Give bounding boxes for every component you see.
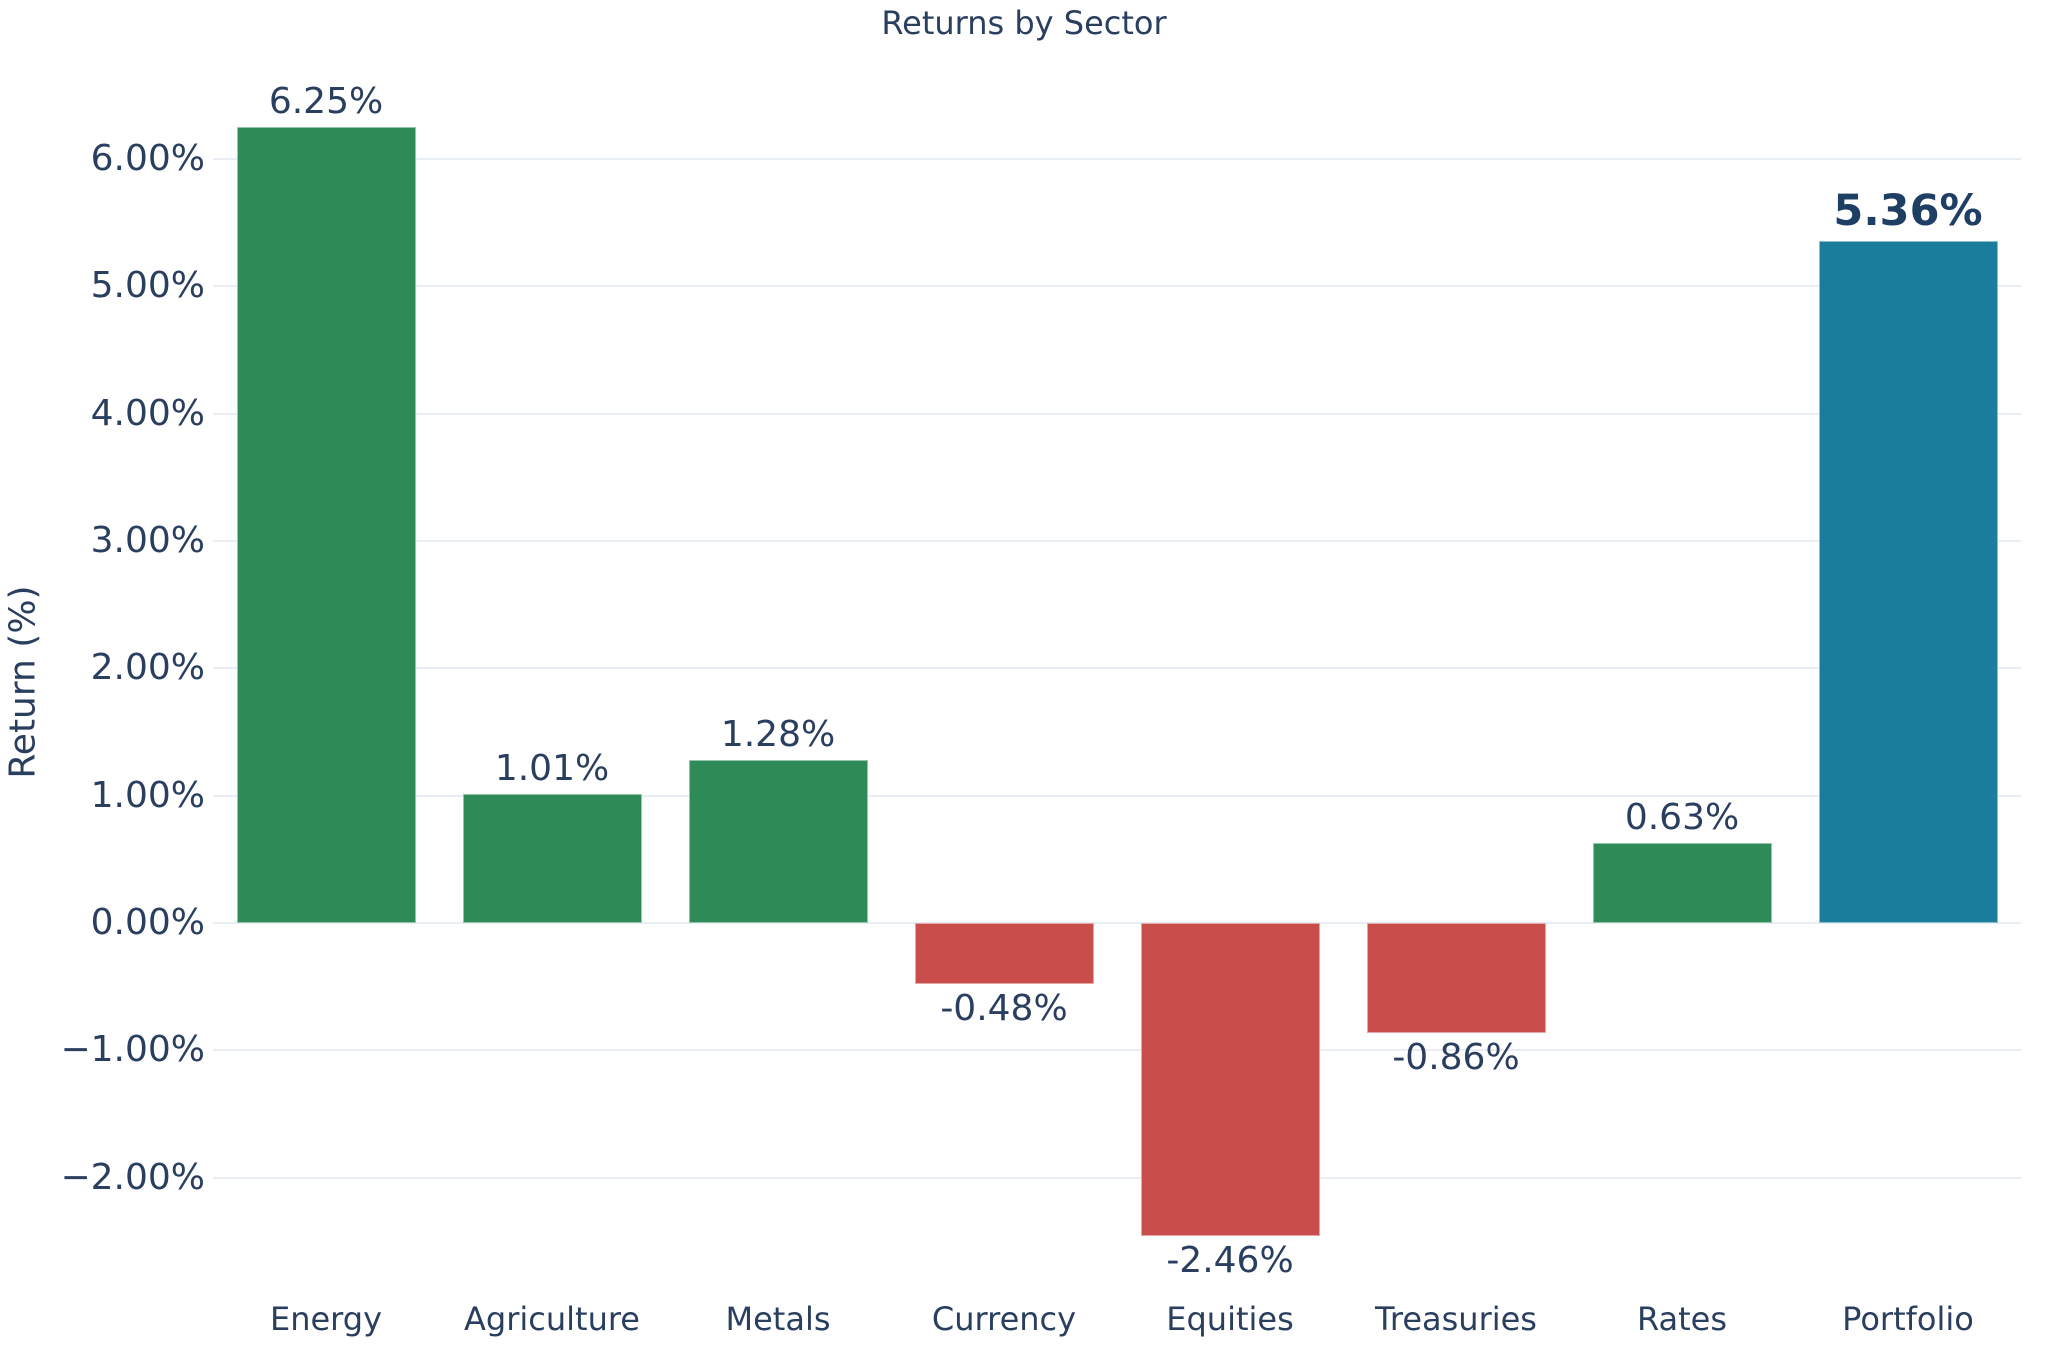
gridline-1.00% — [213, 794, 2021, 797]
y-tick-label: 6.00% — [90, 138, 205, 180]
bar-rates[interactable] — [1592, 842, 1772, 923]
bar-energy[interactable] — [236, 127, 416, 923]
y-tick-label: 4.00% — [90, 392, 205, 434]
y-tick-label: −1.00% — [60, 1029, 205, 1071]
x-tick-label-treasuries: Treasuries — [1375, 1300, 1537, 1338]
chart-title: Returns by Sector — [881, 4, 1167, 42]
bar-portfolio[interactable] — [1818, 240, 1998, 923]
bar-value-label-portfolio: 5.36% — [1833, 185, 1983, 236]
x-tick-label-equities: Equities — [1166, 1300, 1294, 1338]
x-tick-label-metals: Metals — [725, 1300, 831, 1338]
y-tick-label: 1.00% — [90, 774, 205, 816]
y-tick-label: 0.00% — [90, 902, 205, 943]
bar-value-label-agriculture: 1.01% — [494, 748, 610, 790]
y-tick-label: 5.00% — [90, 265, 205, 307]
gridline-6.00% — [213, 158, 2021, 161]
gridline-−2.00% — [213, 1176, 2021, 1179]
x-tick-label-portfolio: Portfolio — [1842, 1300, 1974, 1338]
x-tick-label-rates: Rates — [1636, 1300, 1728, 1338]
gridline-4.00% — [213, 412, 2021, 415]
x-tick-label-energy: Energy — [269, 1300, 383, 1338]
bar-value-label-energy: 6.25% — [268, 81, 384, 123]
x-tick-label-currency: Currency — [931, 1300, 1077, 1338]
bar-value-label-equities: -2.46% — [1166, 1240, 1294, 1282]
y-axis-title: Return (%) — [2, 585, 44, 779]
gridline-5.00% — [213, 285, 2021, 288]
bar-currency[interactable] — [914, 923, 1094, 985]
y-tick-label: −2.00% — [60, 1156, 205, 1198]
y-tick-label: 3.00% — [90, 520, 205, 561]
bar-value-label-currency: -0.48% — [940, 988, 1068, 1030]
bar-agriculture[interactable] — [462, 794, 642, 923]
gridline-−1.00% — [213, 1049, 2021, 1052]
gridline-3.00% — [213, 540, 2021, 542]
gridline-0.00% — [213, 922, 2021, 924]
y-tick-label: 2.00% — [90, 647, 205, 689]
bar-value-label-treasuries: -0.86% — [1392, 1036, 1520, 1078]
bar-equities[interactable] — [1140, 923, 1320, 1237]
bar-treasuries[interactable] — [1366, 923, 1546, 1033]
bar-metals[interactable] — [688, 760, 868, 923]
bar-value-label-metals: 1.28% — [720, 714, 836, 756]
gridline-2.00% — [213, 667, 2021, 670]
x-tick-label-agriculture: Agriculture — [464, 1300, 640, 1338]
bar-value-label-rates: 0.63% — [1624, 796, 1740, 838]
